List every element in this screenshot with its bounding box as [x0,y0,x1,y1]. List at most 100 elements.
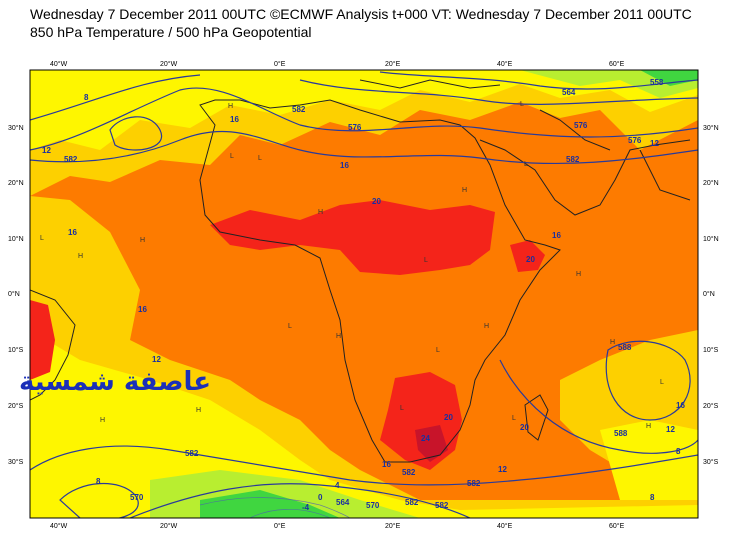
pressure-mark: L [524,161,528,168]
isotherm-label: 16 [138,305,147,314]
lon-label: 0°E [274,60,286,68]
pressure-mark: L [230,153,234,160]
geopotential-label: 576 [628,136,642,145]
isotherm-label: 16 [68,228,77,237]
lat-label: 0°N [8,290,20,298]
isotherm-label: 16 [676,401,685,410]
isotherm-label: 4 [335,481,340,490]
lon-label: 20°E [385,522,401,530]
pressure-mark: L [424,257,428,264]
lat-label: 30°S [703,458,719,466]
pressure-mark: H [610,339,615,346]
lon-label: 40°W [50,522,68,530]
isotherm-label: 20 [526,255,535,264]
lon-label: 60°E [609,60,625,68]
lon-label: 40°E [497,60,513,68]
pressure-mark: H [100,417,105,424]
pressure-mark: L [660,379,664,386]
geopotential-label: 570 [130,493,144,502]
isotherm-label: 16 [230,115,239,124]
lon-label: 20°W [160,522,178,530]
pressure-mark: H [78,253,83,260]
lon-label: 60°E [609,522,625,530]
isotherm-label: 24 [421,434,430,443]
lon-label: 0°E [274,522,286,530]
geopotential-label: 582 [435,501,449,510]
geopotential-labels: 582 582 576 564 576 576 582 588 582 588 … [64,78,664,510]
geopotential-label: 588 [618,343,632,352]
lat-label: 10°S [703,346,719,354]
pressure-mark: H [140,237,145,244]
isotherm-label: 8 [650,493,655,502]
pressure-mark: H [228,103,233,110]
inner-contours [199,497,351,518]
isotherm-label: -4 [302,503,310,512]
lat-label: 10°S [8,346,24,354]
geopotential-label: 558 [650,78,664,87]
geopotential-contours [30,71,698,518]
map-subtitle: 850 hPa Temperature / 500 hPa Geopotenti… [30,24,312,40]
isotherm-label: 20 [520,423,529,432]
geopotential-label: 582 [185,449,199,458]
pressure-mark: L [512,415,516,422]
pressure-mark: H [646,423,651,430]
lat-label: 30°S [8,458,24,466]
pressure-mark: H [484,323,489,330]
isotherm-label: 12 [666,425,675,434]
pressure-mark: H [318,209,323,216]
longitude-labels-bottom: 40°W 20°W 0°E 20°E 40°E 60°E [50,522,625,530]
isotherm-label: 12 [498,465,507,474]
geopotential-label: 582 [292,105,306,114]
isotherm-band-20-horn [510,240,545,272]
lat-label: 0°N [703,290,715,298]
geopotential-label: 564 [562,88,576,97]
isotherm-label: 16 [382,460,391,469]
isotherm-band-0-south [200,490,340,518]
longitude-labels-top: 40°W 20°W 0°E 20°E 40°E 60°E [50,60,625,68]
isotherm-label: 16 [552,231,561,240]
geopotential-label: 582 [402,468,416,477]
isotherm-label: 8 [84,93,89,102]
lon-label: 20°E [385,60,401,68]
isotherm-label: 20 [372,197,381,206]
isotherm-label: 8 [676,447,681,456]
lon-label: 40°W [50,60,68,68]
pressure-mark: L [258,155,262,162]
isotherm-band-20-north [210,200,495,275]
isotherm-label: 20 [444,413,453,422]
geopotential-label: 570 [366,501,380,510]
geopotential-label: 582 [64,155,78,164]
isotherm-labels: 8 12 16 16 20 16 20 16 12 16 8 12 4 0 -4… [42,93,685,512]
lat-label: 20°N [8,179,24,187]
coastlines [30,79,691,463]
isotherm-label: 12 [152,355,161,364]
geopotential-label: 576 [574,121,588,130]
map-title: Wednesday 7 December 2011 00UTC ©ECMWF A… [30,6,692,22]
lat-label: 20°S [8,402,24,410]
map-frame [29,69,699,519]
isotherm-label: 0 [318,493,323,502]
lon-label: 40°E [497,522,513,530]
isotherm-label: 16 [340,161,349,170]
lat-label: 20°S [703,402,719,410]
geopotential-label: 582 [405,498,419,507]
watermark-text: عاصفة شمسية [19,367,211,397]
lon-label: 20°W [160,60,178,68]
geopotential-label: 582 [566,155,580,164]
geopotential-label: 588 [614,429,628,438]
isotherm-band-8-east [600,420,698,500]
lat-label: 30°N [8,124,24,132]
pressure-mark: H [462,187,467,194]
lat-label: 30°N [703,124,719,132]
lat-label: 10°N [8,235,24,243]
isotherm-band-24 [415,425,448,462]
geopotential-label: 564 [336,498,350,507]
isotherm-band-0 [640,70,698,86]
geopotential-label: 582 [467,479,481,488]
lat-label: 10°N [703,235,719,243]
latitude-labels-right: 30°N 20°N 10°N 0°N 10°S 20°S 30°S [703,124,719,466]
geopotential-label: 576 [348,123,362,132]
isotherm-band-8-south [30,330,698,518]
isotherm-band-8 [30,70,698,150]
